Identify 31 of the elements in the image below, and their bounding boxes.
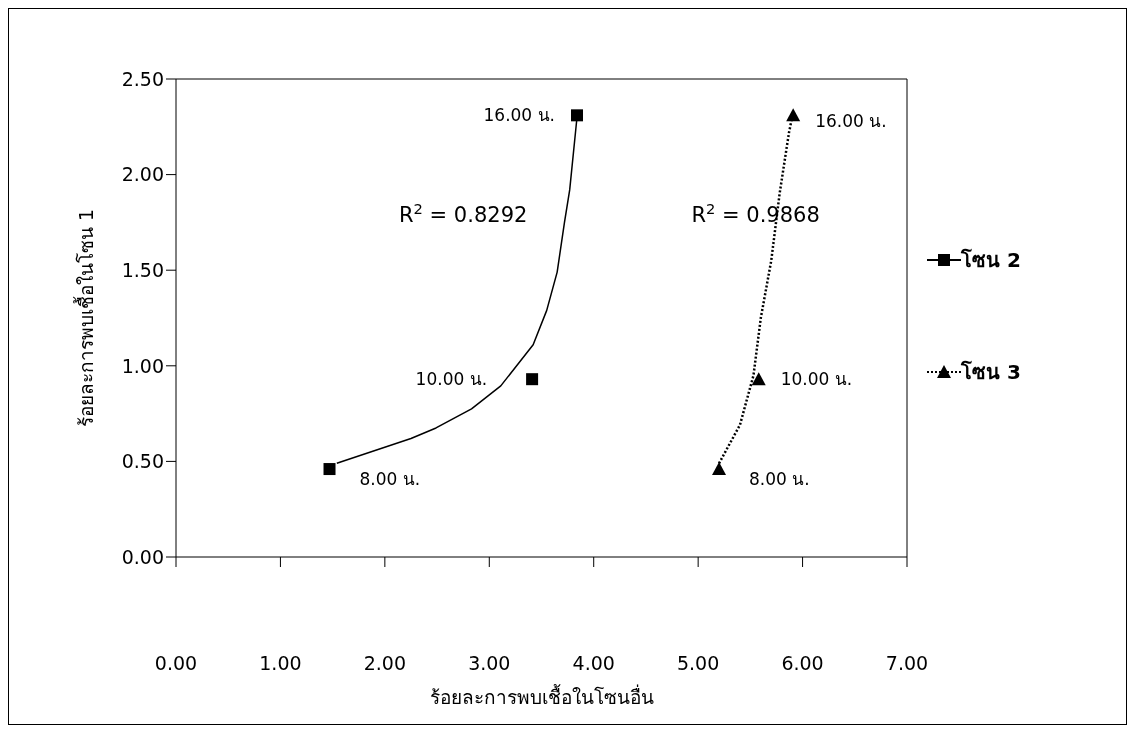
point [526,373,539,386]
x-tick-label: 6.00 [781,652,824,675]
point [571,109,584,122]
annotation: R$^{2}$ = 0.8292 [398,199,528,228]
y-tick-label: 1.50 [121,258,164,281]
annotation: 10.00 น. [780,369,853,390]
annotation: R$^{2}$ = 0.9868 [691,199,820,228]
point [323,463,336,476]
y-tick-label: 1.00 [121,354,164,377]
annotation: 8.00 น. [749,469,810,490]
x-tick-label: 4.00 [572,652,615,675]
x-tick-label: 7.00 [885,652,929,675]
y-tick-label: 2.50 [121,67,164,90]
x-tick-label: 0.00 [154,652,198,675]
point [712,462,727,476]
x-tick-label: 2.00 [363,652,407,675]
x-tick-label: 5.00 [676,652,720,675]
y-tick-label: 0.50 [121,450,164,473]
x-axis-title: ร้อยละการพบเชื้อในโซนอื่น [429,684,654,708]
annotation: 16.00 น. [483,105,556,126]
x-tick-label: 3.00 [468,652,511,675]
y-tick-label: 0.00 [121,545,164,568]
annotation: 16.00 น. [815,111,887,132]
legend-label: โซน 3 [961,359,1021,386]
y-tick-label: 2.00 [121,163,164,186]
annotation: 8.00 น. [359,469,421,490]
x-tick-label: 1.00 [259,652,302,675]
annotation: 10.00 น. [415,369,488,390]
y-axis-title: ร้อยละการพบเชื้อในโซน 1 [72,208,97,428]
point [751,372,766,386]
legend-label: โซน 2 [961,247,1021,274]
